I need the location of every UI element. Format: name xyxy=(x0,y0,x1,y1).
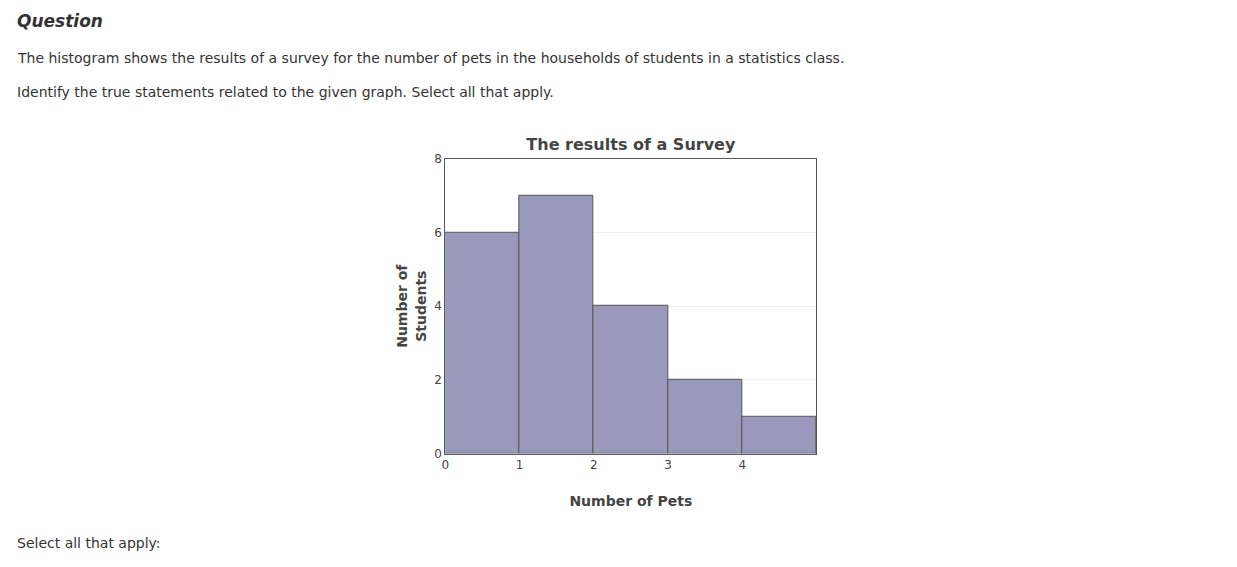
svg-text:2: 2 xyxy=(590,458,598,472)
svg-text:Number of Pets: Number of Pets xyxy=(569,493,692,509)
svg-text:1: 1 xyxy=(516,458,524,472)
svg-text:Select all that apply:: Select all that apply: xyxy=(17,535,161,551)
svg-text:Number ofStudents: Number ofStudents xyxy=(394,264,428,348)
svg-text:Identify the true statements r: Identify the true statements related to … xyxy=(17,84,554,100)
svg-text:2: 2 xyxy=(434,373,442,387)
svg-text:6: 6 xyxy=(434,226,442,240)
svg-text:0: 0 xyxy=(434,447,442,461)
svg-text:4: 4 xyxy=(738,458,746,472)
svg-text:4: 4 xyxy=(434,299,442,313)
svg-text:The results of a Survey: The results of a Survey xyxy=(526,135,736,154)
svg-text:0: 0 xyxy=(441,458,449,472)
svg-text:Question: Question xyxy=(17,11,103,31)
svg-text:3: 3 xyxy=(664,458,672,472)
svg-text:8: 8 xyxy=(434,152,442,166)
svg-text:The histogram shows the result: The histogram shows the results of a sur… xyxy=(17,50,844,66)
